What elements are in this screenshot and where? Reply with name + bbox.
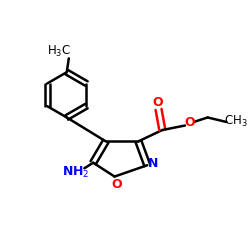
Text: NH$_2$: NH$_2$ <box>62 165 89 180</box>
Text: O: O <box>152 96 162 109</box>
Text: CH$_3$: CH$_3$ <box>224 114 248 128</box>
Text: O: O <box>185 116 195 130</box>
Text: N: N <box>148 158 159 170</box>
Text: H$_3$C: H$_3$C <box>47 44 71 59</box>
Text: O: O <box>111 178 122 190</box>
